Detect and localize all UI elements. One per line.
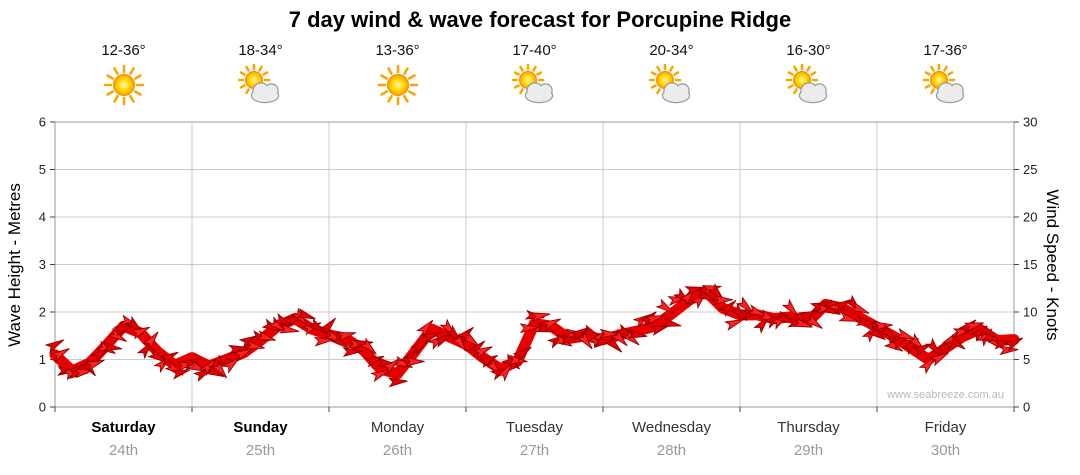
svg-text:3: 3 [39,257,46,272]
partly-cloudy-icon [881,62,1011,108]
day-summary-sunday: 18-34° [196,42,326,108]
sunny-icon [59,62,189,108]
svg-text:1: 1 [39,352,46,367]
svg-text:30: 30 [1023,115,1037,130]
day-temp-range: 17-40° [512,42,557,59]
svg-text:5: 5 [1023,352,1030,367]
wind-band [44,282,1024,388]
day-label-monday: Monday [370,419,425,436]
day-date-sunday: 25th [245,442,276,459]
day-temp-range: 18-34° [238,42,283,59]
day-label-sunday: Sunday [233,419,288,436]
day-label-friday: Friday [924,419,967,436]
day-summary-friday: 17-36° [881,42,1011,108]
svg-text:10: 10 [1023,305,1037,320]
day-summary-thursday: 16-30° [744,42,874,108]
watermark: www.seabreeze.com.au [886,389,1004,401]
svg-text:0: 0 [39,400,46,415]
partly-cloudy-icon [607,62,737,108]
day-label-saturday: Saturday [91,419,156,436]
day-summary-tuesday: 17-40° [470,42,600,108]
svg-text:20: 20 [1023,210,1037,225]
svg-text:25: 25 [1023,162,1037,177]
day-date-tuesday: 27th [519,442,550,459]
day-temp-range: 20-34° [649,42,694,59]
day-temp-range: 13-36° [375,42,420,59]
left-axis-ticks: 0 1 2 3 4 5 6 [39,115,55,415]
right-axis-ticks: 0 5 10 15 20 25 30 [1014,115,1037,415]
day-temp-range: 12-36° [101,42,146,59]
day-label-thursday: Thursday [777,419,840,436]
day-date-thursday: 29th [793,442,824,459]
partly-cloudy-icon [744,62,874,108]
partly-cloudy-icon [470,62,600,108]
svg-text:2: 2 [39,305,46,320]
day-label-wednesday: Wednesday [632,419,711,436]
svg-text:0: 0 [1023,400,1030,415]
day-date-saturday: 24th [108,442,139,459]
svg-text:6: 6 [39,115,46,130]
day-summary-saturday: 12-36° [59,42,189,108]
day-summary-monday: 13-36° [333,42,463,108]
day-date-wednesday: 28th [656,442,687,459]
day-temp-range: 16-30° [786,42,831,59]
day-summary-wednesday: 20-34° [607,42,737,108]
day-temp-range: 17-36° [923,42,968,59]
day-label-tuesday: Tuesday [506,419,563,436]
svg-text:5: 5 [39,162,46,177]
day-date-friday: 30th [930,442,961,459]
chart-title: 7 day wind & wave forecast for Porcupine… [288,7,792,32]
svg-text:4: 4 [39,210,46,225]
sunny-icon [333,62,463,108]
x-axis-ticks [54,407,1015,412]
day-date-monday: 26th [382,442,413,459]
svg-text:15: 15 [1023,257,1037,272]
gridlines [55,122,1014,407]
partly-cloudy-icon [196,62,326,108]
